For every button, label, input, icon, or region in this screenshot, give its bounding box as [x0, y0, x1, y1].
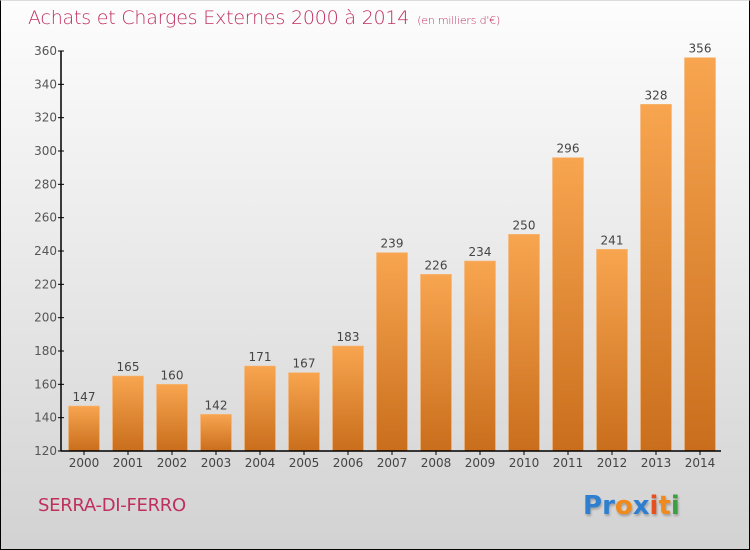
proxiti-logo: Proxiti: [583, 491, 680, 521]
y-tick-label: 120: [34, 444, 57, 458]
bar: [288, 372, 320, 452]
y-tick-label: 180: [34, 344, 57, 358]
logo-letter: i: [649, 491, 659, 521]
x-tick-label: 2009: [465, 456, 496, 470]
logo-letter: o: [614, 491, 633, 521]
x-tick-label: 2005: [289, 456, 320, 470]
data-label: 296: [557, 142, 580, 156]
x-tick-label: 2006: [333, 456, 364, 470]
data-label: 241: [601, 233, 624, 247]
data-label: 142: [205, 398, 228, 412]
chart-title: Achats et Charges Externes 2000 à 2014 (e…: [28, 7, 500, 29]
x-tick-label: 2002: [157, 456, 188, 470]
data-label: 160: [161, 368, 184, 382]
x-tick-label: 2010: [509, 456, 540, 470]
data-label: 165: [117, 360, 140, 374]
data-label: 234: [469, 245, 492, 259]
bar: [112, 375, 144, 452]
x-tick-label: 2007: [377, 456, 408, 470]
x-tick-label: 2000: [69, 456, 100, 470]
data-label: 226: [425, 258, 448, 272]
x-tick-label: 2011: [553, 456, 584, 470]
bars: 147 165 160 142 171 167 183 239 226 234 250 296 241 3…: [68, 42, 716, 452]
y-tick-label: 320: [34, 111, 57, 125]
logo-letter: x: [632, 491, 650, 521]
x-tick-label: 2004: [245, 456, 276, 470]
x-tick-label: 2001: [113, 456, 144, 470]
bar: [156, 384, 188, 452]
y-tick-label: 280: [34, 177, 57, 191]
logo-letter: t: [658, 491, 671, 521]
title-text: Achats et Charges Externes 2000 à 2014: [28, 7, 410, 29]
data-label: 171: [249, 350, 272, 364]
data-label: 328: [645, 88, 668, 102]
data-label: 167: [293, 357, 316, 371]
y-tick-label: 360: [34, 44, 57, 58]
data-label: 183: [337, 330, 360, 344]
x-tick-label: 2014: [685, 456, 716, 470]
bar: [684, 57, 716, 452]
y-tick-label: 140: [34, 411, 57, 425]
data-label: 147: [73, 390, 96, 404]
bar: [552, 157, 584, 452]
bar: [68, 405, 100, 452]
y-tick-label: 340: [34, 77, 57, 91]
x-tick-label: 2013: [641, 456, 672, 470]
y-tick-label: 160: [34, 377, 57, 391]
bar-chart: 120140160180200220240260280300320340360 …: [34, 42, 721, 470]
bar: [244, 365, 276, 452]
bar: [640, 104, 672, 452]
x-axis: 2000 2001 2002 2003 2004 2005 2006 2007 2008 2009…: [61, 450, 721, 470]
bar: [332, 345, 364, 452]
x-tick-label: 2008: [421, 456, 452, 470]
y-tick-label: 240: [34, 244, 57, 258]
y-tick-label: 200: [34, 311, 57, 325]
logo-letter: P: [583, 491, 603, 521]
data-label: 250: [513, 218, 536, 232]
y-tick-label: 300: [34, 144, 57, 158]
bar: [376, 252, 408, 452]
bar: [200, 414, 232, 452]
x-tick-label: 2003: [201, 456, 232, 470]
bar: [464, 260, 496, 452]
data-label: 239: [381, 237, 404, 251]
logo-letter: i: [670, 491, 680, 521]
y-axis: 120 140 160 180 200 220 240 260 280 300 320 340 360: [34, 44, 64, 458]
bar: [596, 249, 628, 452]
city-name: SERRA-DI-FERRO: [38, 495, 186, 516]
bar: [420, 274, 452, 452]
y-tick-label: 260: [34, 211, 57, 225]
bar: [508, 234, 540, 452]
chart-subtitle: (en milliers d'€): [417, 14, 501, 27]
data-label: 356: [689, 42, 712, 56]
logo-letter: r: [602, 491, 615, 521]
x-tick-label: 2012: [597, 456, 628, 470]
y-tick-label: 220: [34, 277, 57, 291]
